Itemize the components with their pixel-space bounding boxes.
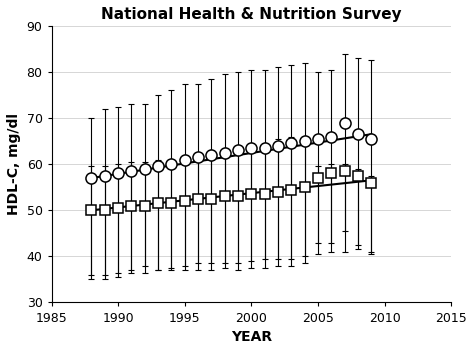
X-axis label: YEAR: YEAR bbox=[231, 330, 272, 344]
Y-axis label: HDL-C, mg/dl: HDL-C, mg/dl bbox=[7, 113, 21, 215]
Title: National Health & Nutrition Survey: National Health & Nutrition Survey bbox=[101, 7, 401, 22]
